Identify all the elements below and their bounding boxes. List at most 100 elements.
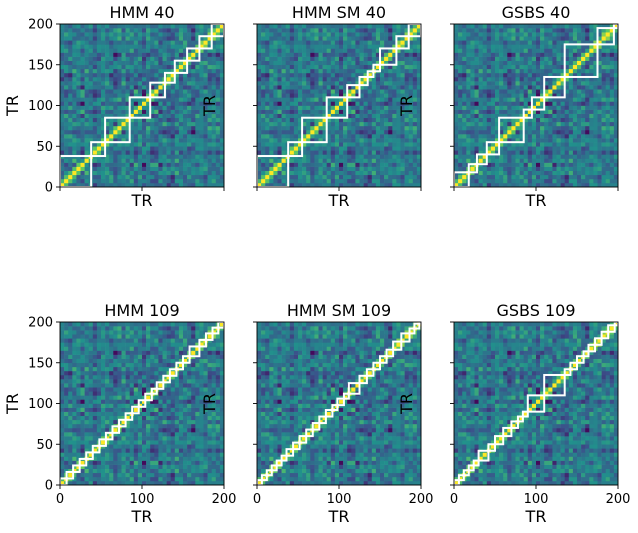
event-box xyxy=(358,75,369,87)
heatmap-cell xyxy=(64,101,69,106)
heatmap-cell xyxy=(458,85,463,90)
heatmap-cell xyxy=(96,472,102,478)
heatmap-cell xyxy=(80,68,85,74)
chart-title: HMM 40 xyxy=(109,3,174,22)
heatmap-cell xyxy=(146,117,151,123)
heatmap-cell xyxy=(219,134,225,139)
heatmap-cell xyxy=(265,138,270,143)
heatmap-cell xyxy=(495,48,500,53)
heatmap-cell xyxy=(466,56,471,61)
heatmap-cell xyxy=(359,101,364,106)
heatmap-cell xyxy=(219,48,225,53)
heatmap-cell xyxy=(257,113,262,119)
heatmap-cell xyxy=(552,129,557,135)
heatmap-cell xyxy=(142,56,147,61)
heatmap-cell xyxy=(470,150,475,155)
heatmap-cell xyxy=(314,44,319,49)
heatmap-cell xyxy=(359,24,364,29)
heatmap-cell xyxy=(92,81,98,86)
heatmap-cell xyxy=(556,113,561,119)
heatmap-cell xyxy=(371,101,377,106)
heatmap-cell xyxy=(142,81,147,86)
heatmap-cell xyxy=(416,113,422,119)
heatmap-cell xyxy=(92,121,98,127)
heatmap-cell xyxy=(552,142,557,147)
heatmap-cell xyxy=(289,85,295,90)
heatmap-cell xyxy=(174,182,180,188)
heatmap-cell xyxy=(560,162,565,167)
heatmap-cell xyxy=(605,64,611,70)
heatmap-cell xyxy=(605,68,611,74)
heatmap-cell xyxy=(96,44,102,49)
heatmap-cell xyxy=(105,476,110,482)
heatmap-cell xyxy=(536,166,541,171)
heatmap-cell xyxy=(261,48,266,53)
heatmap-cell xyxy=(371,178,377,184)
heatmap-cell xyxy=(339,76,344,82)
heatmap-cell xyxy=(257,182,262,188)
heatmap-cell xyxy=(129,113,135,119)
heatmap-cell xyxy=(556,32,561,37)
heatmap-cell xyxy=(199,472,204,478)
heatmap-cell xyxy=(277,117,282,123)
heatmap-cell xyxy=(458,28,463,33)
heatmap-cell xyxy=(277,72,282,78)
heatmap-cell xyxy=(548,182,553,188)
heatmap-cell xyxy=(400,113,405,119)
heatmap-cell xyxy=(109,52,114,57)
heatmap-cell xyxy=(68,125,73,131)
heatmap-cell xyxy=(560,64,565,70)
heatmap-cell xyxy=(474,125,479,131)
heatmap-cell xyxy=(499,28,504,33)
heatmap-cell xyxy=(531,117,537,123)
heatmap-cell xyxy=(183,158,188,163)
heatmap-cell xyxy=(174,476,180,482)
heatmap-cell xyxy=(556,44,561,49)
heatmap-cell xyxy=(511,85,516,90)
heatmap-cell xyxy=(556,117,561,123)
heatmap-cell xyxy=(347,93,352,98)
heatmap-cell xyxy=(375,178,381,184)
heatmap-cell xyxy=(293,182,299,188)
heatmap-cell xyxy=(490,178,496,184)
heatmap-cell xyxy=(531,60,537,66)
heatmap-cell xyxy=(322,44,327,49)
heatmap-cell xyxy=(298,48,303,53)
heatmap-cell xyxy=(137,24,143,29)
heatmap-cell xyxy=(507,97,512,102)
heatmap-cell xyxy=(113,68,118,74)
heatmap-cell xyxy=(343,178,348,184)
heatmap-cell xyxy=(322,52,327,57)
heatmap-cell xyxy=(339,146,344,151)
heatmap-cell xyxy=(257,121,262,127)
heatmap-cell xyxy=(117,125,122,131)
heatmap-cell xyxy=(178,154,184,159)
heatmap-cell xyxy=(339,64,344,70)
heatmap-cell xyxy=(174,150,180,155)
heatmap-cell xyxy=(203,129,208,135)
heatmap-cell xyxy=(211,134,217,139)
heatmap-cell xyxy=(515,166,520,171)
heatmap-cell xyxy=(527,109,533,114)
heatmap-cell xyxy=(486,85,492,90)
heatmap-cell xyxy=(540,121,545,127)
heatmap-cell xyxy=(261,60,266,66)
heatmap-cell xyxy=(568,125,574,131)
heatmap-cell xyxy=(375,134,381,139)
heatmap-cell xyxy=(416,97,422,102)
heatmap-cell xyxy=(170,24,176,29)
heatmap-cell xyxy=(511,146,516,151)
heatmap-cell xyxy=(269,68,274,74)
heatmap-cell xyxy=(544,72,549,78)
heatmap-cell xyxy=(380,52,385,57)
heatmap-cell xyxy=(572,64,578,70)
heatmap-cell xyxy=(552,174,557,180)
heatmap-cell xyxy=(154,121,159,127)
heatmap-cell xyxy=(68,36,73,41)
heatmap-cell xyxy=(412,142,418,147)
heatmap-cell xyxy=(367,170,373,176)
heatmap-cell xyxy=(88,129,94,135)
heatmap-cell xyxy=(137,36,143,41)
heatmap-cell xyxy=(363,52,368,57)
heatmap-cell xyxy=(363,113,368,119)
